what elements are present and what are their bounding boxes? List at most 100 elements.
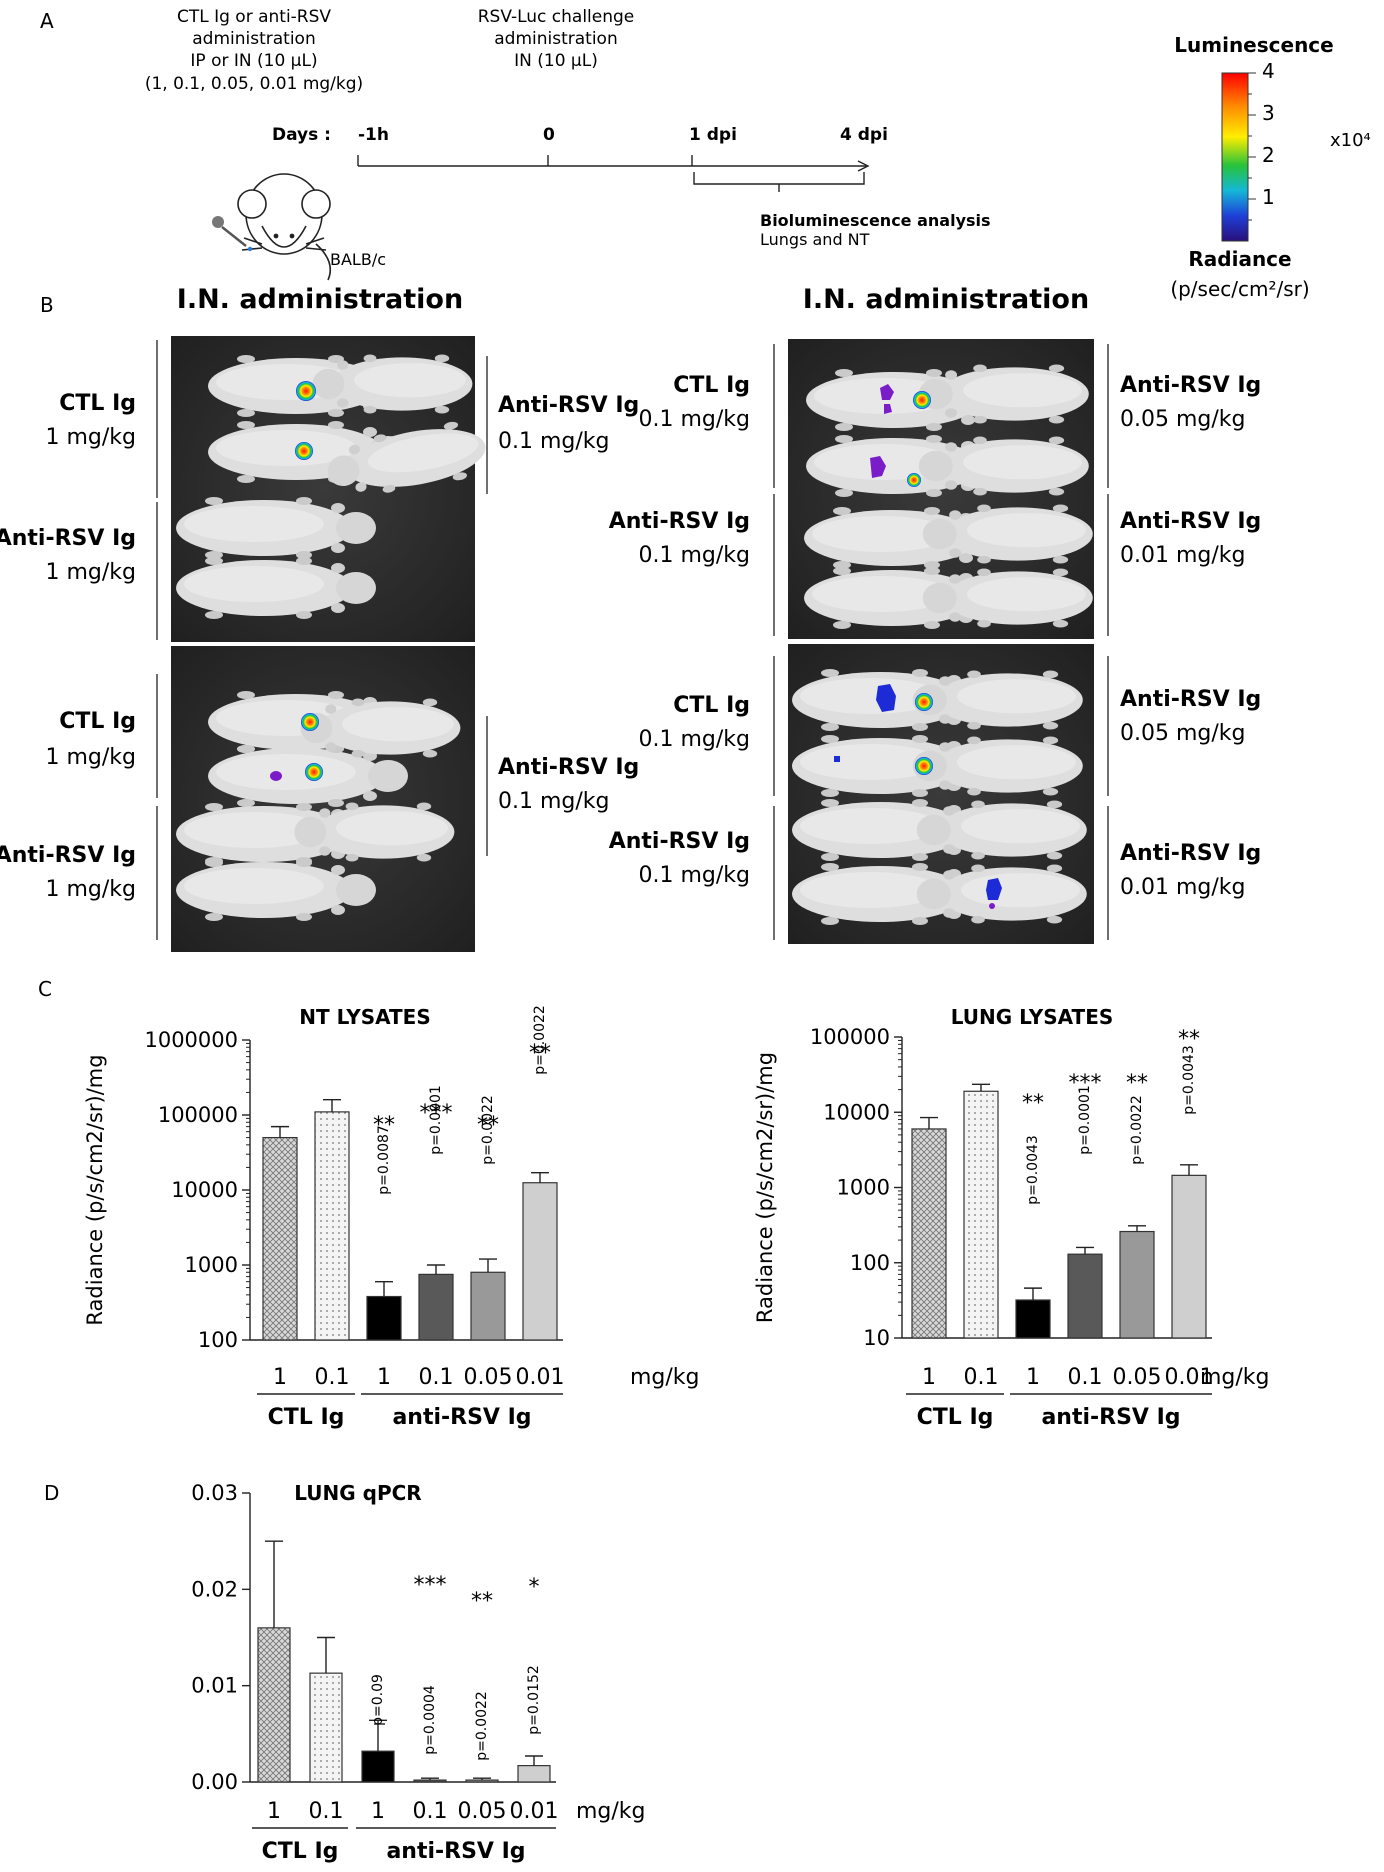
- label: 0.01 mg/kg: [1120, 875, 1246, 900]
- timeline-axis: [357, 155, 870, 192]
- colorbar-tick-4: 4: [1262, 59, 1275, 83]
- signal-spot: [907, 473, 921, 487]
- chart-0: NT LYSATES Radiance (p/s/cm2/sr)/mg 100 100…: [83, 1005, 700, 1430]
- colorbar-tick-2: 2: [1262, 143, 1275, 167]
- x-tick-label: 0.1: [964, 1365, 999, 1390]
- bar: [418, 1273, 454, 1341]
- panel-b-title-left: I.N. administration: [177, 284, 463, 315]
- label: 1 mg/kg: [45, 425, 136, 450]
- mice-left-top: [176, 354, 491, 619]
- label: 1 mg/kg: [45, 877, 136, 902]
- labels-left-bottom: CTL Ig 1 mg/kg Anti-RSV Ig 1 mg/kg Anti-…: [0, 709, 639, 902]
- label: 1 mg/kg: [45, 560, 136, 585]
- x-tick-label: 0.01: [1165, 1365, 1214, 1390]
- x-tick-label: 0.01: [510, 1799, 559, 1824]
- label: 0.1 mg/kg: [498, 789, 610, 814]
- x-tick-label: 0.01: [516, 1365, 565, 1390]
- pipette-icon: [212, 216, 253, 252]
- label: CTL Ig: [59, 709, 136, 734]
- x-unit-label: mg/kg: [1200, 1365, 1270, 1390]
- group-label: CTL Ig: [262, 1839, 339, 1864]
- bar: [1119, 1230, 1155, 1339]
- colorbar-units: (p/sec/cm²/sr): [1170, 277, 1309, 301]
- p-value-label: p=0.0087: [376, 1125, 392, 1195]
- admin1-line-4: (1, 0.1, 0.05, 0.01 mg/kg): [145, 74, 363, 94]
- chart-title: LUNG qPCR: [294, 1481, 421, 1505]
- signal-spot: [913, 391, 931, 409]
- x-unit-label: mg/kg: [576, 1799, 646, 1824]
- panel-b-brackets: [156, 340, 1109, 940]
- significance-stars: **: [529, 1041, 551, 1066]
- label: CTL Ig: [673, 693, 750, 718]
- panel-d-letter: D: [44, 1481, 59, 1505]
- signal-spot: [986, 878, 1002, 900]
- bar: [366, 1295, 402, 1341]
- y-tick-label: 100: [850, 1251, 890, 1275]
- y-tick-label: 0.00: [191, 1770, 238, 1794]
- label: 0.1 mg/kg: [639, 863, 751, 888]
- bar: [262, 1136, 298, 1341]
- label: 1 mg/kg: [45, 745, 136, 770]
- colorbar-gradient: [1221, 72, 1249, 242]
- significance-stars: *: [529, 1575, 540, 1600]
- group-label: anti-RSV Ig: [386, 1839, 525, 1864]
- y-tick-label: 1000: [837, 1176, 890, 1200]
- x-tick-label: 0.1: [419, 1365, 454, 1390]
- p-value-label: p=0.0043: [1025, 1135, 1041, 1205]
- y-tick-label: 10000: [171, 1178, 238, 1202]
- signal-spot: [834, 756, 840, 762]
- label: CTL Ig: [59, 391, 136, 416]
- y-tick-label: 10: [863, 1326, 890, 1350]
- colorbar-tick-1: 1: [1262, 185, 1275, 209]
- bar: [465, 1779, 499, 1783]
- timepoint-0: 0: [543, 125, 555, 145]
- x-tick-label: 0.1: [1068, 1365, 1103, 1390]
- admin2-line-2: administration: [494, 29, 617, 49]
- bar: [257, 1627, 291, 1783]
- x-tick-label: 0.05: [458, 1799, 507, 1824]
- group-label: anti-RSV Ig: [392, 1405, 531, 1430]
- signal-spot: [915, 757, 933, 775]
- signal-spot: [989, 903, 995, 909]
- p-value-label: p=0.0022: [474, 1691, 490, 1761]
- x-tick-label: 1: [371, 1799, 385, 1824]
- bar: [517, 1765, 551, 1783]
- x-tick-label: 0.1: [309, 1799, 344, 1824]
- label: Anti-RSV Ig: [1120, 509, 1261, 534]
- x-tick-label: 1: [273, 1365, 287, 1390]
- y-tick-label: 100: [198, 1328, 238, 1352]
- timepoint-minus1h: -1h: [358, 125, 389, 145]
- x-unit-label: mg/kg: [630, 1365, 700, 1390]
- panel-b: B I.N. administration I.N. administratio…: [0, 284, 1261, 952]
- p-value-label: p=0.0043: [1181, 1045, 1197, 1115]
- y-tick-label: 100000: [158, 1103, 238, 1127]
- label: Anti-RSV Ig: [0, 526, 136, 551]
- admin2-line-1: RSV-Luc challenge: [478, 7, 635, 27]
- x-tick-label: 0.05: [464, 1365, 513, 1390]
- significance-stars: ***: [1069, 1071, 1102, 1096]
- significance-stars: ***: [414, 1573, 447, 1598]
- significance-stars: **: [477, 1113, 499, 1138]
- label: 0.1 mg/kg: [498, 429, 610, 454]
- days-label: Days :: [272, 125, 331, 145]
- p-value-label: p=0.0001: [1077, 1085, 1093, 1155]
- label: 0.05 mg/kg: [1120, 407, 1246, 432]
- x-tick-label: 0.05: [1113, 1365, 1162, 1390]
- label: 0.1 mg/kg: [639, 543, 751, 568]
- y-tick-label: 10000: [823, 1100, 890, 1124]
- panel-a: A CTL Ig or anti-RSV administration IP o…: [40, 7, 1371, 301]
- bar: [413, 1779, 447, 1783]
- signal-spot: [296, 381, 316, 401]
- significance-stars: **: [1178, 1027, 1200, 1052]
- mice-right-top: [804, 364, 1093, 629]
- y-tick-label: 0.02: [191, 1577, 238, 1601]
- label: Anti-RSV Ig: [498, 755, 639, 780]
- signal-spot: [880, 384, 894, 414]
- timepoint-4dpi: 4 dpi: [840, 125, 888, 145]
- bar: [361, 1750, 395, 1783]
- bar: [1015, 1299, 1051, 1339]
- significance-stars: **: [373, 1113, 395, 1138]
- significance-stars: **: [471, 1589, 493, 1614]
